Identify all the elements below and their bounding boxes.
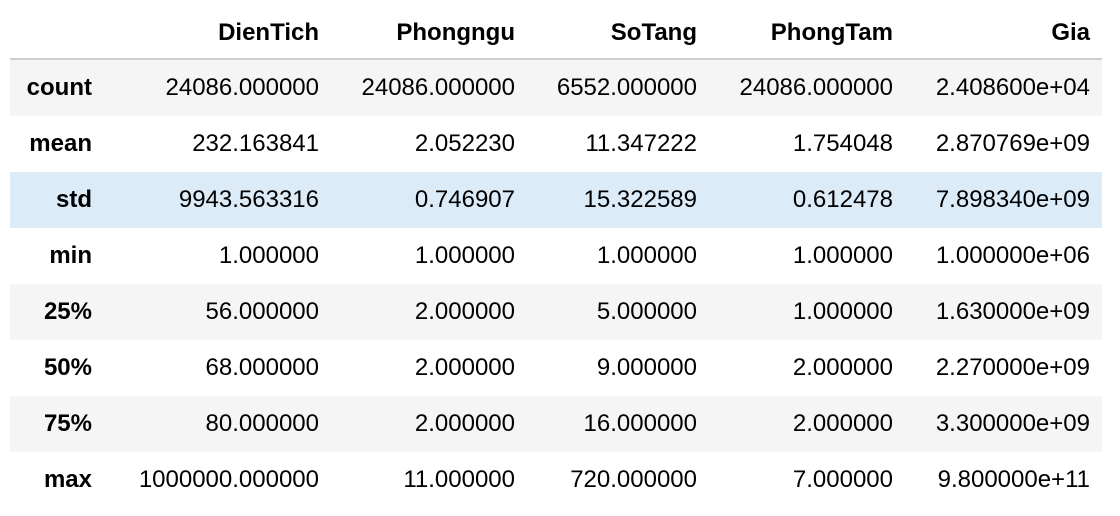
table-row: min 1.000000 1.000000 1.000000 1.000000 … bbox=[10, 228, 1102, 284]
table-header: DienTich Phongngu SoTang PhongTam Gia bbox=[10, 8, 1102, 60]
table-cell: 2.000000 bbox=[414, 298, 515, 325]
table-cell: 720.000000 bbox=[570, 466, 697, 493]
table-cell: 7.000000 bbox=[792, 466, 893, 493]
table-cell: 2.408600e+04 bbox=[935, 74, 1090, 101]
table-cell: 68.000000 bbox=[205, 354, 319, 381]
index-header bbox=[10, 8, 104, 60]
table-cell: 2.000000 bbox=[414, 410, 515, 437]
table-cell: 16.000000 bbox=[583, 410, 697, 437]
table-cell: 232.163841 bbox=[192, 130, 319, 157]
table-cell: 2.052230 bbox=[414, 130, 515, 157]
table-cell: 24086.000000 bbox=[165, 74, 320, 101]
table-cell: 15.322589 bbox=[583, 186, 697, 213]
table-row: count 24086.000000 24086.000000 6552.000… bbox=[10, 59, 1102, 116]
row-label: 25% bbox=[43, 298, 92, 325]
table-cell: 1.000000 bbox=[792, 298, 893, 325]
table-cell: 1.000000 bbox=[792, 242, 893, 269]
table-cell: 24086.000000 bbox=[361, 74, 516, 101]
row-label: std bbox=[56, 186, 92, 213]
table-cell: 1000000.000000 bbox=[138, 466, 319, 493]
row-label: count bbox=[26, 74, 92, 101]
table-cell: 5.000000 bbox=[596, 298, 697, 325]
table-cell: 11.000000 bbox=[403, 466, 515, 493]
column-header: SoTang bbox=[527, 8, 709, 60]
header-row: DienTich Phongngu SoTang PhongTam Gia bbox=[10, 8, 1102, 60]
table-row: max 1000000.000000 11.000000 720.000000 … bbox=[10, 452, 1102, 508]
table-cell: 7.898340e+09 bbox=[935, 186, 1090, 213]
table-cell: 9943.563316 bbox=[178, 186, 319, 213]
table-row-hovered: std 9943.563316 0.746907 15.322589 0.612… bbox=[10, 172, 1102, 228]
table-cell: 1.000000 bbox=[596, 242, 697, 269]
row-label: max bbox=[43, 466, 92, 493]
row-label: min bbox=[49, 242, 92, 269]
table-cell: 56.000000 bbox=[205, 298, 319, 325]
table-cell: 24086.000000 bbox=[739, 74, 894, 101]
row-label: 75% bbox=[43, 410, 92, 437]
column-header: PhongTam bbox=[709, 8, 905, 60]
table-cell: 2.270000e+09 bbox=[935, 354, 1090, 381]
table-cell: 1.000000e+06 bbox=[935, 242, 1090, 269]
table-body: count 24086.000000 24086.000000 6552.000… bbox=[10, 59, 1102, 508]
row-label: mean bbox=[29, 130, 92, 157]
table-cell: 6552.000000 bbox=[556, 74, 697, 101]
row-label: 50% bbox=[43, 354, 92, 381]
table-cell: 1.630000e+09 bbox=[935, 298, 1090, 325]
table-row: 25% 56.000000 2.000000 5.000000 1.000000… bbox=[10, 284, 1102, 340]
table-cell: 80.000000 bbox=[205, 410, 319, 437]
table-row: mean 232.163841 2.052230 11.347222 1.754… bbox=[10, 116, 1102, 172]
column-header: Phongngu bbox=[331, 8, 527, 60]
table-row: 50% 68.000000 2.000000 9.000000 2.000000… bbox=[10, 340, 1102, 396]
table-cell: 2.870769e+09 bbox=[935, 130, 1090, 157]
column-header: DienTich bbox=[104, 8, 331, 60]
column-header: Gia bbox=[905, 8, 1102, 60]
table-cell: 0.746907 bbox=[414, 186, 515, 213]
table-cell: 9.800000e+11 bbox=[937, 466, 1090, 493]
table-cell: 2.000000 bbox=[792, 410, 893, 437]
table-cell: 3.300000e+09 bbox=[935, 410, 1090, 437]
describe-dataframe: DienTich Phongngu SoTang PhongTam Gia co… bbox=[10, 8, 1102, 508]
table-cell: 1.754048 bbox=[792, 130, 893, 157]
table-cell: 1.000000 bbox=[218, 242, 319, 269]
table-cell: 1.000000 bbox=[414, 242, 515, 269]
table-cell: 9.000000 bbox=[596, 354, 697, 381]
table-row: 75% 80.000000 2.000000 16.000000 2.00000… bbox=[10, 396, 1102, 452]
table-cell: 11.347222 bbox=[585, 130, 697, 157]
table-cell: 0.612478 bbox=[792, 186, 893, 213]
table-cell: 2.000000 bbox=[792, 354, 893, 381]
table-cell: 2.000000 bbox=[414, 354, 515, 381]
